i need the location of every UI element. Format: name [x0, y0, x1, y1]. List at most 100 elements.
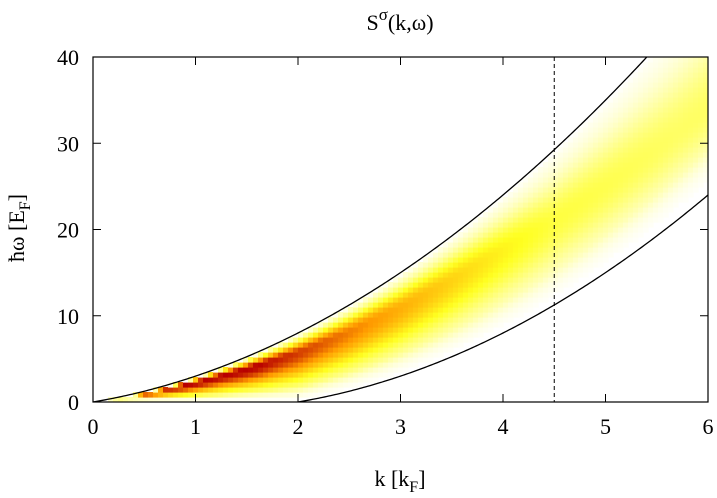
heatmap-cell [643, 122, 649, 128]
heatmap-cell [263, 392, 269, 398]
heatmap-cell [608, 197, 614, 203]
heatmap-cell [363, 372, 369, 378]
heatmap-cell [563, 202, 569, 208]
heatmap-cell [588, 232, 594, 238]
heatmap-cell [468, 287, 474, 293]
heatmap-cell [468, 262, 474, 268]
heatmap-cell [623, 157, 629, 163]
heatmap-cell [323, 362, 329, 368]
heatmap-cell [253, 372, 259, 378]
heatmap-cell [363, 357, 369, 363]
heatmap-cell [368, 362, 374, 368]
heatmap-cell [633, 92, 639, 98]
heatmap-cell [593, 152, 599, 158]
heatmap-cell [398, 352, 404, 358]
heatmap-cell [668, 147, 674, 153]
heatmap-cell [543, 262, 549, 268]
heatmap-cell [268, 387, 274, 393]
heatmap-cell [453, 342, 459, 348]
heatmap-cell [678, 137, 684, 143]
heatmap-cell [458, 262, 464, 268]
heatmap-cell [408, 362, 414, 368]
heatmap-cell [383, 342, 389, 348]
heatmap-cell [438, 347, 444, 353]
heatmap-cell [608, 137, 614, 143]
heatmap-cell [543, 187, 549, 193]
heatmap-cell [438, 322, 444, 328]
heatmap-cell [468, 297, 474, 303]
heatmap-cell [648, 117, 654, 123]
heatmap-cell [488, 232, 494, 238]
heatmap-cell [283, 387, 289, 393]
heatmap-cell [678, 102, 684, 108]
heatmap-cell [358, 367, 364, 373]
heatmap-cell [573, 137, 579, 143]
heatmap-cell [693, 97, 699, 103]
heatmap-cell [683, 142, 689, 148]
heatmap-cell [668, 92, 674, 98]
heatmap-cell [573, 217, 579, 223]
heatmap-cell [288, 382, 294, 388]
heatmap-cell [603, 217, 609, 223]
heatmap-cell [603, 237, 609, 243]
heatmap-cell [543, 232, 549, 238]
heatmap-cell [563, 172, 569, 178]
heatmap-cell [638, 162, 644, 168]
heatmap-cell [578, 242, 584, 248]
heatmap-cell [208, 382, 214, 388]
heatmap-cell [643, 207, 649, 213]
heatmap-cell [608, 117, 614, 123]
heatmap-cell [228, 377, 234, 383]
heatmap-cell [318, 327, 324, 333]
heatmap-cell [498, 212, 504, 218]
heatmap-cell [653, 92, 659, 98]
heatmap-cell [528, 197, 534, 203]
heatmap-cell [423, 312, 429, 318]
heatmap-cell [663, 162, 669, 168]
heatmap-cell [493, 257, 499, 263]
heatmap-cell [623, 227, 629, 233]
heatmap-cell [398, 322, 404, 328]
heatmap-cell [368, 297, 374, 303]
heatmap-cell [678, 187, 684, 193]
heatmap-cell [703, 107, 708, 113]
heatmap-cell [618, 132, 624, 138]
heatmap-cell [698, 167, 704, 173]
heatmap-cell [378, 307, 384, 313]
heatmap-cell [468, 247, 474, 253]
heatmap-cell [338, 342, 344, 348]
heatmap-cell [303, 382, 309, 388]
heatmap-cell [348, 332, 354, 338]
heatmap-cell [683, 122, 689, 128]
heatmap-cell [668, 107, 674, 113]
heatmap-cell [463, 247, 469, 253]
heatmap-cell [693, 102, 699, 108]
heatmap-cell [578, 192, 584, 198]
heatmap-cell [623, 92, 629, 98]
heatmap-cell [298, 372, 304, 378]
heatmap-cell [633, 227, 639, 233]
heatmap-cell [418, 322, 424, 328]
heatmap-cell [578, 132, 584, 138]
heatmap-cell [308, 337, 314, 343]
heatmap-cell [623, 172, 629, 178]
heatmap-cell [683, 167, 689, 173]
heatmap-cell [528, 307, 534, 313]
heatmap-cell [278, 347, 284, 353]
heatmap-cell [608, 182, 614, 188]
heatmap-cell [223, 367, 229, 373]
heatmap-cell [598, 262, 604, 268]
heatmap-cell [568, 257, 574, 263]
heatmap-cell [393, 342, 399, 348]
heatmap-cell [653, 117, 659, 123]
heatmap-cell [233, 392, 239, 398]
heatmap-cell [268, 372, 274, 378]
heatmap-cell [533, 212, 539, 218]
heatmap-cell [578, 137, 584, 143]
heatmap-cell [603, 132, 609, 138]
heatmap-cell [573, 177, 579, 183]
heatmap-cell [358, 352, 364, 358]
heatmap-cell [413, 262, 419, 268]
heatmap-cell [658, 117, 664, 123]
heatmap-cell [528, 282, 534, 288]
